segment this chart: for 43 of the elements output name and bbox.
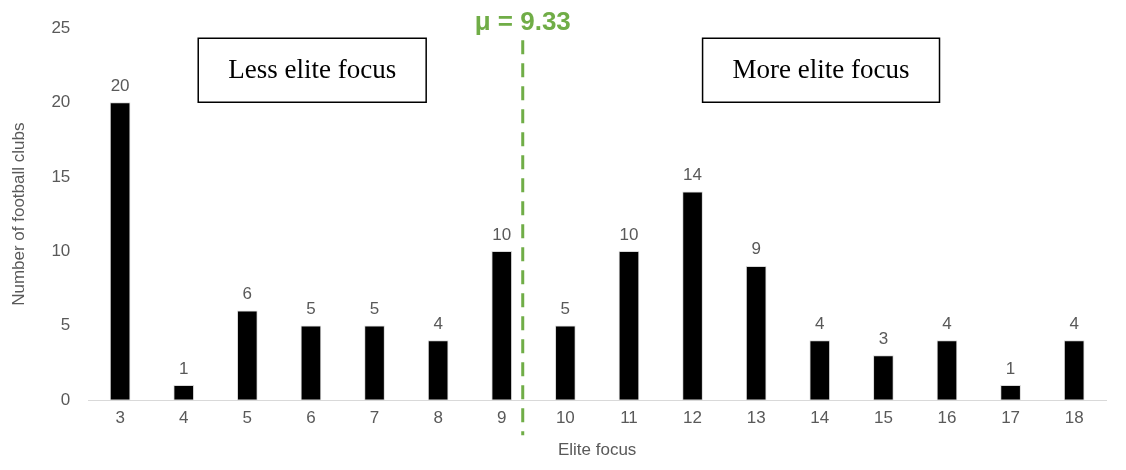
x-tick-label: 18 — [1064, 408, 1084, 428]
x-tick-label: 9 — [497, 408, 507, 428]
x-tick-label: 8 — [433, 408, 443, 428]
data-label: 9 — [751, 239, 761, 259]
data-label: 1 — [178, 358, 189, 378]
data-label: 4 — [815, 313, 825, 333]
data-label: 4 — [433, 313, 443, 333]
y-tick-label: 25 — [51, 17, 71, 37]
x-tick-label: 12 — [683, 408, 703, 428]
data-label: 5 — [306, 298, 316, 318]
y-tick-label: 15 — [51, 166, 71, 186]
annotation: Less elite focus — [228, 54, 397, 85]
y-tick-label: 10 — [51, 241, 71, 261]
x-tick-label: 6 — [306, 408, 316, 428]
y-axis-title: Number of football clubs — [8, 122, 28, 306]
x-tick-label: 14 — [810, 408, 830, 428]
data-label: 20 — [110, 75, 130, 95]
x-tick-label: 3 — [115, 408, 125, 428]
x-tick-label: 17 — [1001, 408, 1021, 428]
x-tick-label: 4 — [178, 408, 189, 428]
data-label: 10 — [619, 224, 639, 244]
ref-line-label: μ = 9.33 — [474, 6, 571, 37]
data-label: 5 — [560, 298, 571, 318]
x-tick-label: 13 — [746, 408, 766, 428]
data-label: 14 — [683, 165, 703, 185]
x-tick-label: 11 — [620, 408, 638, 428]
data-label: 10 — [492, 224, 512, 244]
x-tick-label: 16 — [937, 408, 957, 428]
data-label: 6 — [242, 284, 253, 304]
x-tick-label: 15 — [873, 408, 893, 428]
y-tick-label: 0 — [60, 389, 71, 409]
data-label: 3 — [878, 328, 889, 348]
x-tick-label: 7 — [369, 408, 380, 428]
x-tick-label: 5 — [242, 408, 253, 428]
data-label: 4 — [942, 313, 952, 333]
annotation: More elite focus — [732, 54, 910, 85]
data-label: 4 — [1069, 313, 1079, 333]
data-label: 5 — [369, 298, 380, 318]
y-tick-label: 20 — [51, 92, 71, 112]
data-label: 1 — [1005, 358, 1016, 378]
x-axis-title: Elite focus — [557, 440, 637, 460]
x-tick-label: 10 — [555, 408, 575, 428]
y-tick-label: 5 — [60, 315, 71, 335]
